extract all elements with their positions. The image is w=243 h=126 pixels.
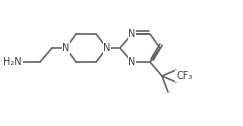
Text: CF₃: CF₃ — [176, 71, 192, 81]
Text: N: N — [62, 43, 70, 53]
Text: H₂N: H₂N — [3, 57, 22, 67]
Text: N: N — [103, 43, 111, 53]
Text: N: N — [128, 29, 136, 39]
Text: N: N — [128, 57, 136, 67]
